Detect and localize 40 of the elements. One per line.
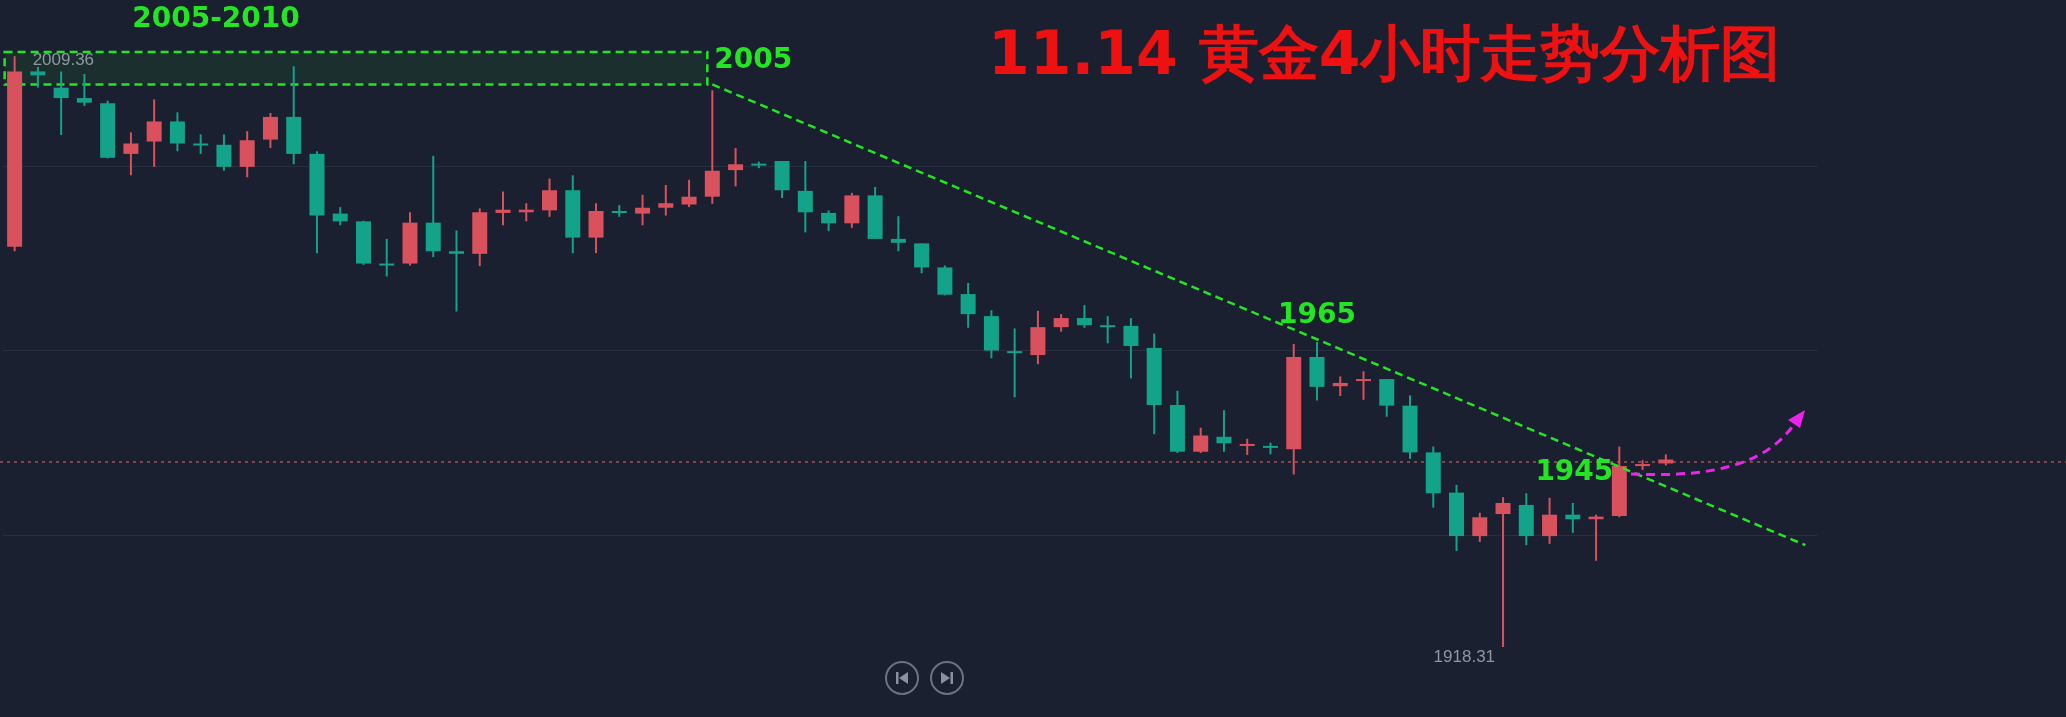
candlestick bbox=[1007, 327, 1023, 399]
candlestick bbox=[542, 177, 558, 218]
candlestick bbox=[332, 206, 348, 227]
candlestick bbox=[1123, 317, 1139, 380]
candlestick bbox=[960, 282, 976, 329]
candlestick bbox=[1193, 426, 1209, 455]
candlestick bbox=[1332, 375, 1348, 397]
candlestick bbox=[635, 193, 651, 227]
candlestick bbox=[1076, 304, 1092, 329]
candlestick bbox=[1356, 370, 1371, 401]
candlestick bbox=[1542, 496, 1558, 545]
candlestick bbox=[681, 178, 697, 209]
candlestick bbox=[797, 160, 813, 234]
candlestick bbox=[890, 215, 906, 253]
candlestick bbox=[379, 237, 395, 278]
annotation: 2005 bbox=[714, 41, 793, 75]
annotation: 1945 bbox=[1535, 454, 1614, 488]
candlestick bbox=[1100, 315, 1116, 345]
candlestick bbox=[658, 184, 674, 217]
chart-title: 11.14 黄金4小时走势分析图 bbox=[988, 17, 1781, 88]
candlestick bbox=[146, 98, 162, 168]
candlestick bbox=[169, 111, 185, 153]
candlestick bbox=[821, 209, 837, 233]
candlestick bbox=[53, 70, 69, 137]
candlestick bbox=[495, 190, 511, 227]
candlestick bbox=[30, 65, 46, 89]
annotation: 2009.36 bbox=[32, 50, 95, 70]
candlestick bbox=[262, 112, 278, 150]
annotation: 1965 bbox=[1278, 296, 1356, 330]
candlestick bbox=[728, 147, 744, 188]
candlestick bbox=[123, 131, 139, 177]
candlestick bbox=[449, 229, 464, 313]
candlestick bbox=[1472, 511, 1488, 543]
candlestick bbox=[216, 133, 232, 172]
band-label: 2005-2010 bbox=[132, 1, 300, 35]
candlestick bbox=[76, 73, 92, 107]
text: 1918.31 bbox=[1433, 647, 1496, 667]
candlestick bbox=[1216, 409, 1232, 453]
candlestick bbox=[193, 133, 209, 155]
candlestick bbox=[1495, 496, 1511, 648]
